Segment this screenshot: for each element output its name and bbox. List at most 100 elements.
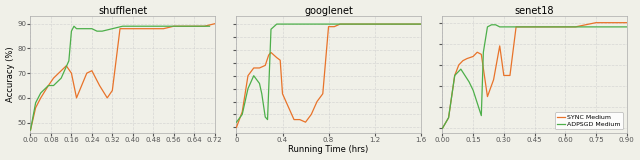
- SYNC Medium: [50, 77, 58, 79]
- SYNC Medium: [602, 22, 610, 24]
- ADPSGD Medium: [93, 30, 101, 32]
- SYNC Medium: [273, 57, 280, 59]
- SYNC Medium: [324, 26, 332, 28]
- ADPSGD Medium: [258, 93, 266, 95]
- SYNC Medium: [336, 23, 344, 25]
- ADPSGD Medium: [313, 23, 321, 25]
- ADPSGD Medium: [496, 26, 504, 28]
- Line: SYNC Medium: SYNC Medium: [442, 23, 627, 128]
- ADPSGD Medium: [109, 28, 116, 30]
- SYNC Medium: [307, 113, 315, 115]
- SYNC Medium: [572, 26, 579, 28]
- ADPSGD Medium: [267, 28, 275, 30]
- SYNC Medium: [490, 79, 497, 81]
- SYNC Medium: [63, 65, 70, 67]
- SYNC Medium: [278, 93, 286, 95]
- ADPSGD Medium: [273, 23, 280, 25]
- Title: shufflenet: shufflenet: [98, 6, 147, 16]
- SYNC Medium: [116, 28, 124, 30]
- ADPSGD Medium: [37, 92, 45, 94]
- SYNC Medium: [438, 127, 446, 129]
- SYNC Medium: [232, 126, 240, 128]
- SYNC Medium: [459, 60, 467, 62]
- SYNC Medium: [455, 64, 463, 66]
- ADPSGD Medium: [129, 25, 136, 27]
- SYNC Medium: [330, 26, 338, 28]
- SYNC Medium: [37, 97, 45, 99]
- SYNC Medium: [211, 23, 218, 25]
- ADPSGD Medium: [602, 26, 610, 28]
- ADPSGD Medium: [50, 85, 58, 87]
- ADPSGD Medium: [561, 26, 569, 28]
- Legend: SYNC Medium, ADPSGD Medium: SYNC Medium, ADPSGD Medium: [555, 112, 623, 129]
- SYNC Medium: [506, 75, 514, 76]
- SYNC Medium: [541, 26, 548, 28]
- Title: senet18: senet18: [515, 6, 554, 16]
- ADPSGD Medium: [32, 102, 40, 104]
- ADPSGD Medium: [180, 25, 188, 27]
- ADPSGD Medium: [394, 23, 401, 25]
- SYNC Medium: [88, 70, 96, 72]
- SYNC Medium: [265, 54, 273, 56]
- ADPSGD Medium: [469, 89, 477, 91]
- ADPSGD Medium: [445, 117, 452, 119]
- SYNC Medium: [474, 51, 481, 53]
- ADPSGD Medium: [474, 102, 481, 104]
- ADPSGD Medium: [255, 83, 263, 84]
- ADPSGD Medium: [154, 25, 162, 27]
- SYNC Medium: [96, 85, 104, 87]
- ADPSGD Medium: [324, 23, 332, 25]
- ADPSGD Medium: [461, 75, 468, 76]
- SYNC Medium: [261, 64, 269, 66]
- SYNC Medium: [348, 23, 355, 25]
- SYNC Medium: [267, 52, 275, 53]
- SYNC Medium: [612, 22, 620, 24]
- ADPSGD Medium: [73, 28, 81, 30]
- SYNC Medium: [484, 96, 492, 98]
- Line: ADPSGD Medium: ADPSGD Medium: [442, 25, 627, 128]
- ADPSGD Medium: [348, 23, 355, 25]
- ADPSGD Medium: [623, 26, 630, 28]
- SYNC Medium: [469, 56, 477, 57]
- SYNC Medium: [551, 26, 559, 28]
- ADPSGD Medium: [484, 26, 492, 28]
- SYNC Medium: [477, 53, 485, 55]
- ADPSGD Medium: [417, 23, 424, 25]
- SYNC Medium: [496, 45, 504, 47]
- Title: googlenet: googlenet: [304, 6, 353, 16]
- SYNC Medium: [170, 25, 177, 27]
- ADPSGD Medium: [78, 28, 86, 30]
- ADPSGD Medium: [83, 28, 91, 30]
- SYNC Medium: [445, 117, 452, 119]
- ADPSGD Medium: [238, 113, 246, 115]
- ADPSGD Medium: [520, 26, 528, 28]
- ADPSGD Medium: [582, 26, 589, 28]
- ADPSGD Medium: [261, 116, 269, 118]
- ADPSGD Medium: [359, 23, 367, 25]
- SYNC Medium: [73, 97, 81, 99]
- ADPSGD Medium: [510, 26, 518, 28]
- ADPSGD Medium: [68, 30, 76, 32]
- Line: SYNC Medium: SYNC Medium: [31, 24, 214, 130]
- SYNC Medium: [520, 26, 528, 28]
- ADPSGD Medium: [70, 25, 78, 27]
- SYNC Medium: [500, 75, 508, 76]
- SYNC Medium: [561, 26, 569, 28]
- SYNC Medium: [68, 72, 76, 74]
- SYNC Medium: [190, 25, 198, 27]
- ADPSGD Medium: [58, 77, 65, 79]
- SYNC Medium: [284, 106, 292, 108]
- ADPSGD Medium: [119, 25, 127, 27]
- ADPSGD Medium: [244, 88, 252, 90]
- SYNC Medium: [255, 67, 263, 69]
- SYNC Medium: [359, 23, 367, 25]
- SYNC Medium: [180, 25, 188, 27]
- SYNC Medium: [104, 97, 111, 99]
- SYNC Medium: [531, 26, 538, 28]
- ADPSGD Medium: [290, 23, 298, 25]
- SYNC Medium: [83, 72, 91, 74]
- ADPSGD Medium: [301, 23, 309, 25]
- ADPSGD Medium: [479, 51, 487, 53]
- SYNC Medium: [276, 59, 284, 61]
- ADPSGD Medium: [477, 115, 485, 117]
